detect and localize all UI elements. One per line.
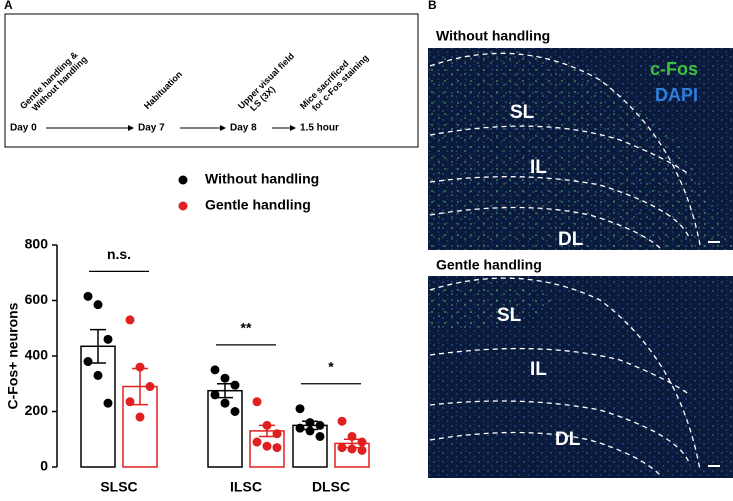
y-axis-label: C-Fos+ neurons xyxy=(5,302,21,409)
data-point xyxy=(103,398,113,408)
data-point xyxy=(220,398,230,408)
layer-label: SL xyxy=(510,102,535,123)
panel-label: A xyxy=(4,0,13,12)
data-point xyxy=(135,362,145,372)
data-point xyxy=(347,444,357,454)
data-point xyxy=(135,412,145,422)
y-tick-label: 400 xyxy=(25,347,49,363)
image-title: Without handling xyxy=(436,28,550,44)
legend-label: DAPI xyxy=(655,85,698,105)
data-point xyxy=(262,420,272,430)
data-point xyxy=(252,397,262,407)
data-point xyxy=(295,404,305,414)
data-point xyxy=(145,382,155,392)
timeline-day: 1.5 hour xyxy=(300,123,339,134)
data-point xyxy=(220,373,230,383)
significance-label: n.s. xyxy=(107,246,131,262)
x-tick-label: SLSC xyxy=(100,479,137,495)
layer-label: DL xyxy=(558,229,584,250)
y-tick-label: 0 xyxy=(40,458,48,474)
data-point xyxy=(262,441,272,451)
data-point xyxy=(210,365,220,375)
data-point xyxy=(305,418,315,428)
data-point xyxy=(230,380,240,390)
data-point xyxy=(347,431,357,441)
data-point xyxy=(83,291,93,301)
data-point xyxy=(125,397,135,407)
data-point xyxy=(252,437,262,447)
y-tick-label: 200 xyxy=(25,402,49,418)
legend-marker xyxy=(178,201,188,211)
data-point xyxy=(272,443,282,453)
data-point xyxy=(337,416,347,426)
data-point xyxy=(210,390,220,400)
timeline-event: Habituation xyxy=(142,69,184,111)
timeline-day: Day 8 xyxy=(230,123,257,134)
y-tick-label: 600 xyxy=(25,291,49,307)
significance-label: ** xyxy=(241,320,252,336)
data-point xyxy=(83,357,93,367)
layer-label: SL xyxy=(497,305,522,326)
data-point xyxy=(315,420,325,430)
legend-label: c-Fos xyxy=(650,59,698,79)
data-point xyxy=(305,426,315,436)
y-tick-label: 800 xyxy=(25,236,49,252)
image-title: Gentle handling xyxy=(436,257,542,273)
panel-label: B xyxy=(428,0,437,12)
layer-label: IL xyxy=(530,359,547,380)
legend-label: Gentle handling xyxy=(205,197,311,213)
legend-label: Without handling xyxy=(205,171,319,187)
timeline-event: Gentle handling & xyxy=(18,49,80,111)
data-point xyxy=(337,443,347,453)
data-point xyxy=(315,431,325,441)
data-point xyxy=(295,423,305,433)
data-point xyxy=(93,370,103,380)
legend-marker xyxy=(178,175,188,185)
data-point xyxy=(272,429,282,439)
data-point xyxy=(103,334,113,344)
layer-label: DL xyxy=(555,429,581,450)
layer-label: IL xyxy=(530,157,547,178)
significance-label: * xyxy=(328,358,334,374)
data-point xyxy=(93,300,103,310)
data-point xyxy=(125,315,135,325)
x-tick-label: ILSC xyxy=(230,479,262,495)
error-bar xyxy=(217,383,233,399)
data-point xyxy=(357,445,367,455)
bar xyxy=(80,345,116,468)
image-panel xyxy=(428,48,733,478)
timeline-box xyxy=(4,13,419,148)
timeline-day: Day 7 xyxy=(138,123,165,134)
data-point xyxy=(230,407,240,416)
x-tick-label: DLSC xyxy=(312,479,350,495)
data-point xyxy=(357,437,367,447)
timeline-day: Day 0 xyxy=(10,123,37,134)
error-bar xyxy=(90,328,106,364)
